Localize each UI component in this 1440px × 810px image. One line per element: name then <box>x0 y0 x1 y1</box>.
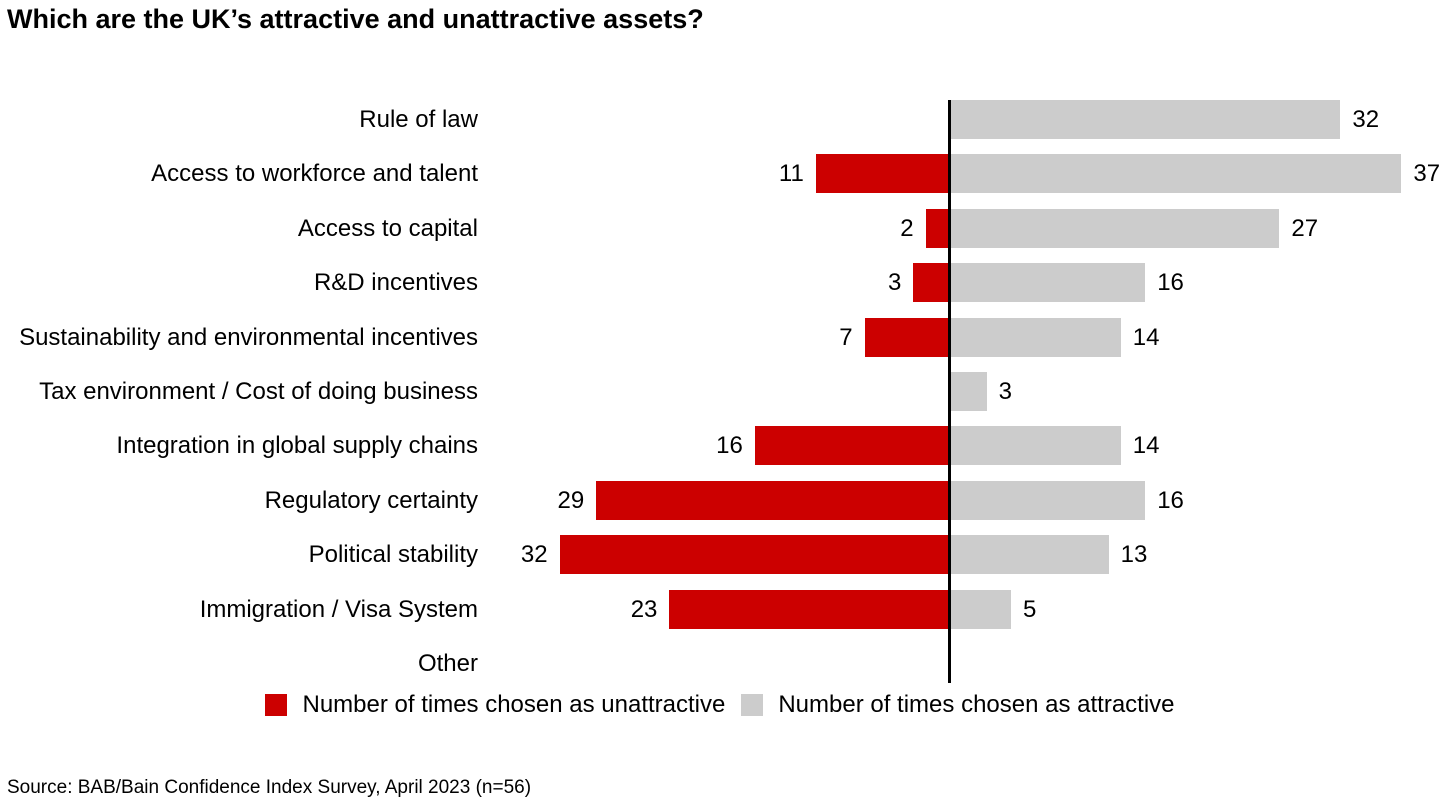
source-note: Source: BAB/Bain Confidence Index Survey… <box>7 777 532 798</box>
bar-unattractive <box>559 535 950 575</box>
bar-attractive <box>950 426 1121 466</box>
bar-attractive <box>950 317 1121 357</box>
value-label-attractive: 13 <box>1120 541 1148 569</box>
legend: Number of times chosen as unattractive N… <box>0 691 1440 719</box>
category-label: Tax environment / Cost of doing business <box>39 378 478 405</box>
value-label-unattractive: 11 <box>778 160 804 188</box>
category-label: Sustainability and environmental incenti… <box>19 323 478 351</box>
value-label-unattractive: 16 <box>716 432 743 460</box>
legend-swatch-attractive-icon <box>741 694 764 716</box>
bar-unattractive <box>815 154 950 194</box>
bar-unattractive <box>669 589 950 629</box>
value-label-attractive: 14 <box>1132 323 1160 351</box>
bar-attractive <box>950 208 1280 248</box>
value-label-attractive: 27 <box>1291 214 1319 242</box>
category-label: Integration in global supply chains <box>116 432 478 460</box>
category-label: Access to capital <box>297 214 478 242</box>
category-label: Access to workforce and talent <box>151 160 478 188</box>
value-label-unattractive: 3 <box>888 269 902 297</box>
legend-swatch-unattractive-icon <box>265 694 288 716</box>
category-label: Other <box>417 650 478 677</box>
value-label-unattractive: 29 <box>557 486 585 514</box>
category-label: R&D incentives <box>313 269 478 297</box>
category-label: Immigration / Visa System <box>199 595 478 623</box>
bar-attractive <box>950 263 1146 303</box>
value-label-attractive: 16 <box>1157 269 1184 297</box>
value-label-attractive: 32 <box>1352 106 1380 133</box>
value-label-attractive: 37 <box>1413 160 1440 188</box>
value-label-attractive: 3 <box>998 378 1012 405</box>
bar-unattractive <box>864 317 950 357</box>
bar-unattractive <box>754 426 950 466</box>
value-label-attractive: 14 <box>1132 432 1160 460</box>
bar-attractive <box>950 154 1402 194</box>
value-label-unattractive: 32 <box>520 541 548 569</box>
value-label-attractive: 5 <box>1023 595 1037 623</box>
bar-unattractive <box>925 208 950 248</box>
value-label-unattractive: 2 <box>900 214 914 242</box>
value-label-attractive: 16 <box>1157 486 1184 514</box>
category-label: Regulatory certainty <box>264 486 478 514</box>
bar-unattractive <box>596 480 950 520</box>
legend-label-unattractive: Number of times chosen as unattractive <box>302 691 726 718</box>
axis-baseline <box>948 100 951 683</box>
legend-item-unattractive: Number of times chosen as unattractive <box>265 691 725 719</box>
chart-title: Which are the UK’s attractive and unattr… <box>7 4 704 34</box>
bar-attractive <box>950 535 1109 575</box>
category-label: Rule of law <box>359 106 478 133</box>
bar-attractive <box>950 372 987 411</box>
value-label-unattractive: 7 <box>839 323 853 351</box>
category-label: Political stability <box>308 541 478 569</box>
bar-attractive <box>950 100 1341 139</box>
value-label-unattractive: 23 <box>630 595 658 623</box>
legend-label-attractive: Number of times chosen as attractive <box>778 691 1175 718</box>
bar-attractive <box>950 480 1146 520</box>
bar-attractive <box>950 589 1011 629</box>
bar-unattractive <box>913 263 950 303</box>
legend-item-attractive: Number of times chosen as attractive <box>741 691 1175 719</box>
